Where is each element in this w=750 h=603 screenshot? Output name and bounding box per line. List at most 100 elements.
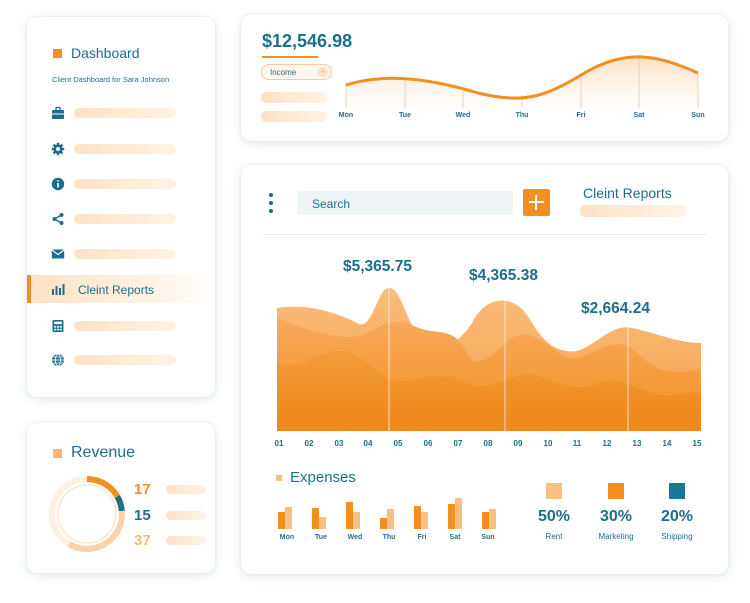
area-layer-dark [277,350,701,431]
sidebar-item-share[interactable] [27,205,215,233]
amount-underline [262,56,318,58]
expense-day-label: Fri [417,534,427,541]
sidebar-item-placeholder [74,214,176,224]
revenue-placeholder [166,485,206,494]
share-percent: 20% [660,508,694,525]
sidebar-header: Dashboard [53,45,140,61]
expense-day-label: Thu [382,534,396,541]
bar-chart-icon [52,284,65,295]
x-axis-label: 09 [513,439,523,448]
share-icon [52,213,64,225]
sidebar-item-info[interactable] [27,170,215,198]
income-placeholder [261,92,327,103]
x-axis-label: 08 [483,439,493,448]
briefcase-icon [52,106,64,119]
sidebar-item-briefcase[interactable] [27,99,215,127]
gear-icon [51,142,65,156]
expense-day-label: Tue [315,534,327,541]
calculator-icon [52,320,64,332]
income-line [345,55,699,100]
day-label: Wed [456,112,471,119]
expense-day-label: Mon [279,534,295,541]
marketing-swatch [608,483,624,499]
sidebar-title[interactable]: Dashboard [71,45,140,61]
day-label: Fri [577,112,586,119]
income-line-chart: Mon Tue Wed Thu Fri Sat Sun [339,55,705,119]
sidebar-item-placeholder [74,108,176,118]
sidebar-subtitle: Client Dashboard for Sara Johnson [52,75,170,84]
peak-markers [388,288,629,431]
share-percent: 30% [599,508,633,525]
day-label: Mon [339,112,353,119]
shipping-swatch [669,483,685,499]
donut-segment-blue [114,495,125,512]
reports-card: Search Cleint Reports $5,365.75 $4,365.3… [241,165,728,574]
peak-value: $2,664.24 [581,300,650,317]
income-amount: $12,546.98 [262,31,353,51]
day-label: Sat [634,112,646,119]
income-placeholder [261,111,327,122]
donut-inner-ring [57,484,117,544]
sidebar-item-client-reports[interactable]: Cleint Reports [27,275,215,303]
share-name: Shipping [661,532,693,541]
x-axis-label: 10 [543,439,553,448]
donut-segment-orange [86,476,120,499]
revenue-square-icon [53,448,62,458]
expense-day-label: Sat [449,534,461,541]
reports-area-chart [277,288,701,431]
x-axis-label: 12 [602,439,612,448]
income-area [346,56,698,108]
sidebar-item-placeholder [74,321,176,331]
sidebar: Dashboard Client Dashboard for Sara John… [27,17,215,397]
share-name: Rent [545,532,563,541]
mail-icon [51,249,65,259]
rent-swatch [546,483,562,499]
revenue-row: 17 [134,481,206,498]
revenue-card: Revenue 17 15 37 [27,423,215,573]
x-axis-label: 02 [304,439,314,448]
revenue-donut-chart [49,476,125,552]
income-card: $12,546.98 Income › Mon Tue Wed Thu Fri … [241,15,728,141]
expenses-square-icon [276,474,282,481]
share-percent: 50% [537,508,571,525]
x-axis-label: 14 [662,439,672,448]
x-axis-label: 11 [572,439,582,448]
x-axis-label: 06 [423,439,433,448]
sidebar-item-calculator[interactable] [27,312,215,340]
share-shipping: 20% Shipping [647,483,707,541]
donut-segment-light [67,510,125,552]
reports-title: Cleint Reports [583,185,672,201]
globe-icon [52,353,64,367]
reports-placeholder [580,205,686,217]
sidebar-item-settings[interactable] [27,135,215,163]
revenue-placeholder [166,511,206,520]
search-input[interactable]: Search [297,191,513,215]
expenses-bar-chart [278,498,496,529]
sidebar-item-placeholder [74,144,176,154]
sidebar-item-placeholder [74,249,176,259]
income-selector[interactable]: Income › [261,64,332,80]
divider [263,234,706,235]
day-label: Sun [691,112,704,119]
share-rent: 50% Rent [524,483,584,541]
chevron-right-icon: › [318,67,328,77]
revenue-value: 17 [134,481,151,498]
expenses-header: Expenses [276,469,356,486]
peak-value: $5,365.75 [343,258,412,275]
share-marketing: 30% Marketing [586,483,646,541]
expense-day-label: Sun [481,534,495,541]
sidebar-item-label: Cleint Reports [78,283,155,297]
x-axis-label: 05 [393,439,403,448]
revenue-value: 15 [134,507,151,524]
sidebar-item-placeholder [74,355,176,365]
day-label: Thu [516,112,529,119]
x-axis-label: 13 [632,439,642,448]
sidebar-item-mail[interactable] [27,240,215,268]
more-vertical-icon[interactable] [269,193,275,215]
dashboard-square-icon [53,48,62,58]
expense-bars [278,498,496,529]
sidebar-item-globe[interactable] [27,346,215,374]
x-axis-label: 15 [692,439,702,448]
add-button[interactable] [523,189,550,216]
revenue-row: 15 [134,507,206,524]
